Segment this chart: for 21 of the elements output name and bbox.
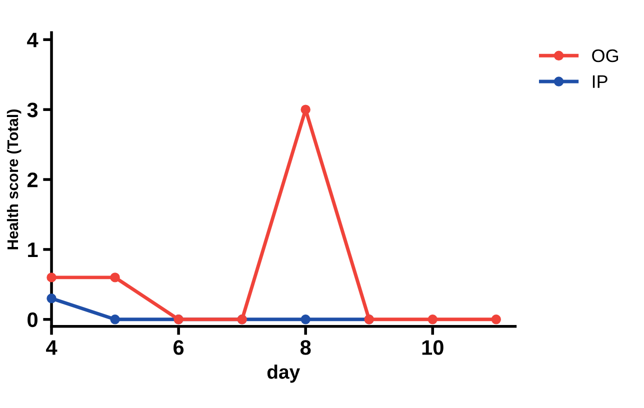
x-tick-label: 8 bbox=[300, 340, 311, 355]
point bbox=[428, 314, 438, 324]
point bbox=[300, 314, 310, 324]
x-axis-title: day bbox=[267, 364, 300, 383]
point bbox=[300, 104, 310, 114]
y-tick-label: 3 bbox=[27, 102, 38, 118]
point bbox=[46, 294, 56, 304]
y-axis-title: Health score (Total) bbox=[6, 110, 22, 250]
x-tick-label: 4 bbox=[46, 340, 58, 355]
point bbox=[110, 272, 120, 282]
x-tick-label: 10 bbox=[422, 340, 444, 355]
legend-label: OG bbox=[592, 49, 618, 62]
legend-label: IP bbox=[592, 75, 608, 88]
point bbox=[46, 272, 56, 282]
point bbox=[110, 314, 120, 324]
y-tick-label: 1 bbox=[28, 242, 38, 258]
x-tick-label: 6 bbox=[174, 340, 184, 355]
y-tick-label: 4 bbox=[27, 32, 38, 48]
point bbox=[491, 314, 502, 324]
y-tick-label: 0 bbox=[28, 312, 38, 328]
y-tick-label: 2 bbox=[27, 172, 38, 188]
